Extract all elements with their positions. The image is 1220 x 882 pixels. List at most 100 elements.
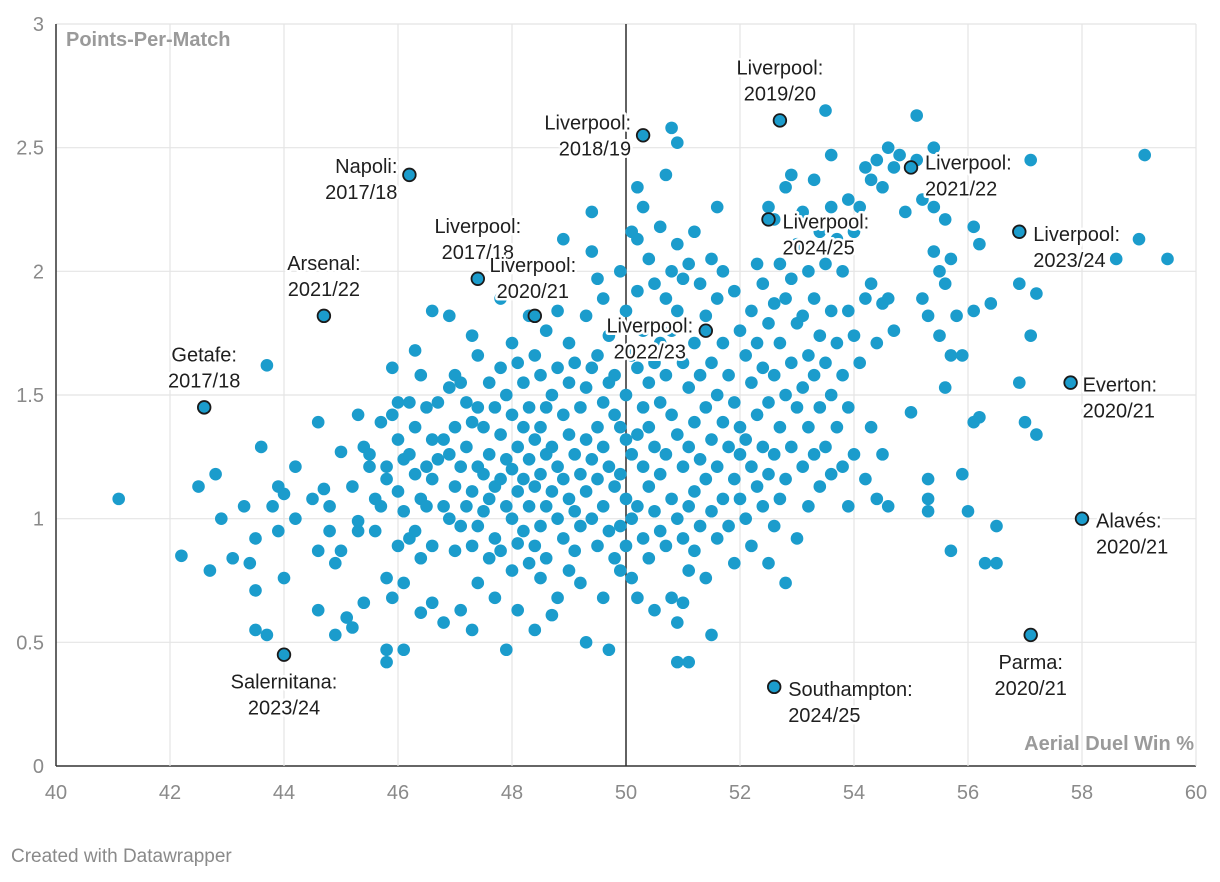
y-tick-label: 1: [33, 509, 44, 531]
data-point: [773, 336, 787, 350]
data-point: [693, 453, 707, 466]
highlighted-point: [1023, 627, 1038, 643]
data-point: [733, 492, 747, 506]
data-point: [745, 460, 758, 474]
data-point: [699, 571, 713, 585]
data-point: [551, 591, 564, 605]
data-point: [408, 524, 422, 538]
data-point: [756, 440, 770, 454]
data-point: [408, 420, 422, 434]
data-point: [391, 485, 405, 498]
data-point: [175, 549, 188, 563]
data-point: [1109, 252, 1123, 266]
data-point: [277, 571, 291, 585]
data-point: [625, 571, 638, 585]
data-point: [482, 448, 496, 461]
data-point: [420, 460, 433, 474]
data-point: [631, 180, 644, 194]
data-point: [802, 265, 815, 278]
y-tick-label: 3: [33, 14, 44, 36]
data-point: [767, 519, 781, 533]
data-point: [688, 415, 701, 429]
data-point: [608, 368, 621, 382]
data-point: [659, 168, 673, 182]
data-point: [750, 257, 764, 271]
data-point: [688, 225, 701, 239]
annotation-team: Southampton:: [788, 679, 913, 701]
x-tick-label: 56: [957, 782, 979, 804]
data-point: [796, 205, 809, 219]
data-point: [511, 356, 524, 370]
data-point: [460, 500, 473, 513]
data-point: [557, 232, 570, 246]
data-point: [579, 433, 593, 446]
data-point: [602, 460, 616, 474]
data-point: [585, 205, 599, 219]
data-point: [511, 485, 524, 498]
data-point: [750, 480, 764, 493]
data-point: [528, 539, 542, 553]
data-point: [414, 606, 428, 619]
data-point: [899, 205, 912, 219]
data-point: [329, 556, 342, 570]
data-point: [477, 420, 490, 434]
data-point: [1024, 153, 1037, 167]
data-point: [391, 396, 405, 409]
data-point: [921, 492, 935, 506]
y-tick-label: 0: [33, 756, 44, 778]
data-point: [893, 148, 906, 162]
data-point: [511, 603, 524, 617]
data-point: [511, 537, 524, 550]
data-point: [505, 512, 519, 525]
data-point: [745, 304, 758, 318]
data-point: [408, 344, 422, 357]
data-point: [665, 121, 678, 135]
data-point: [591, 272, 604, 286]
data-point: [648, 603, 661, 617]
data-point: [380, 472, 393, 486]
data-point: [420, 500, 433, 513]
data-point: [688, 485, 701, 498]
data-point: [551, 361, 564, 375]
data-point: [574, 467, 587, 481]
data-point: [785, 440, 798, 454]
highlighted-point: [316, 308, 332, 324]
data-point: [397, 643, 411, 657]
data-point: [665, 408, 678, 422]
data-point: [762, 467, 775, 481]
data-point: [876, 180, 889, 194]
data-point: [870, 492, 884, 506]
data-point: [659, 368, 673, 382]
data-point: [682, 564, 695, 577]
data-point: [596, 292, 610, 305]
data-point: [574, 519, 587, 533]
data-point: [796, 381, 809, 394]
data-point: [938, 213, 952, 226]
data-point: [699, 309, 713, 323]
data-point: [631, 428, 644, 441]
highlighted-point: [402, 167, 417, 183]
data-point: [682, 257, 695, 271]
highlighted-point: [527, 308, 543, 324]
data-point: [574, 576, 587, 590]
data-point: [636, 532, 650, 545]
data-point: [351, 514, 365, 528]
data-point: [249, 532, 262, 545]
data-point: [813, 225, 827, 239]
data-point: [659, 292, 673, 305]
annotation-season: 2017/18: [168, 370, 240, 392]
data-point: [813, 480, 827, 493]
data-point: [539, 551, 553, 565]
data-point: [557, 408, 570, 422]
data-point: [386, 591, 399, 605]
data-point: [785, 168, 798, 182]
data-point: [266, 500, 279, 513]
data-point: [676, 460, 690, 474]
data-point: [511, 440, 524, 454]
data-point: [346, 621, 359, 634]
data-point: [408, 467, 422, 481]
annotation-season: 2023/24: [248, 698, 320, 720]
annotation-team: Getafe:: [171, 344, 237, 366]
data-point: [323, 500, 336, 513]
data-point: [785, 356, 798, 370]
